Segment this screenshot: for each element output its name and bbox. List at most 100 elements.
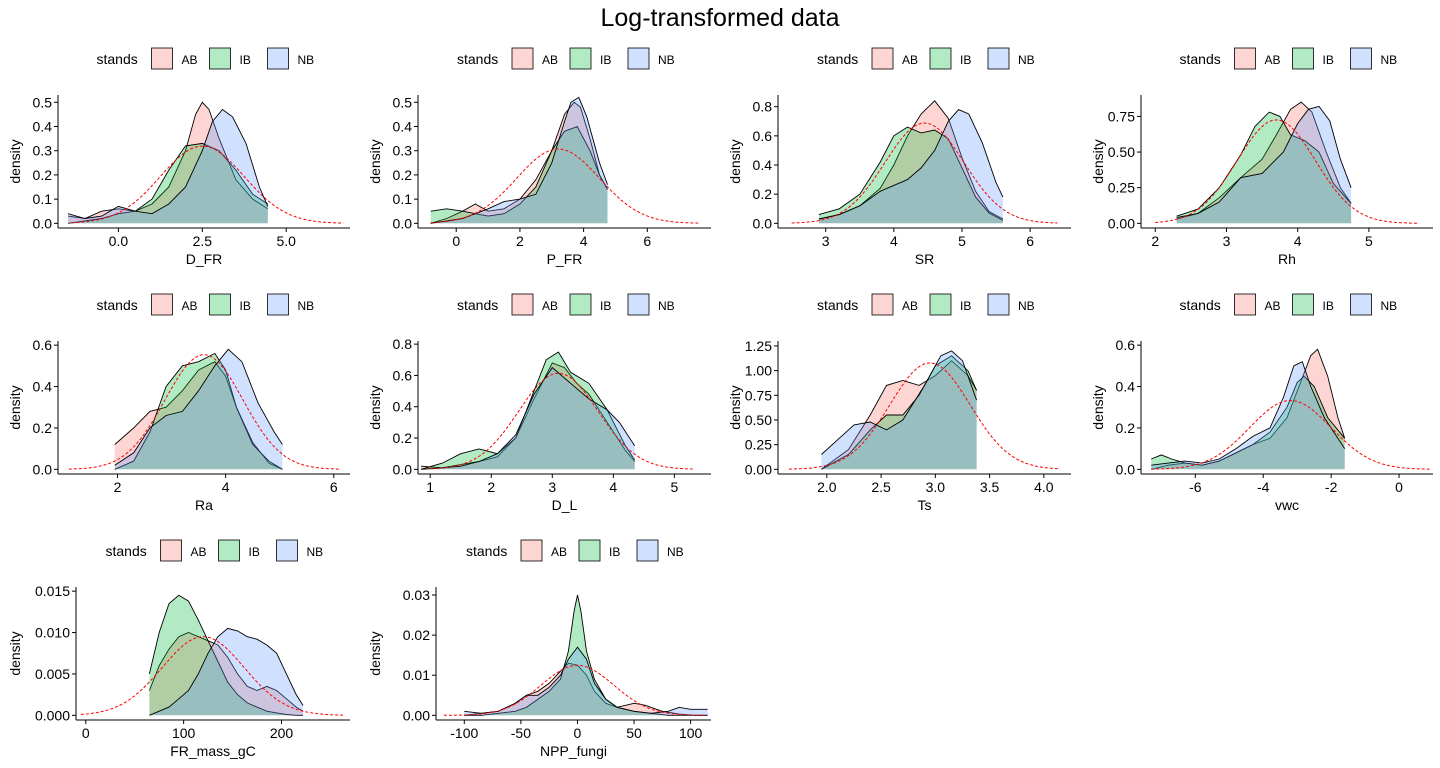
x-tick-label: 6: [1026, 233, 1034, 249]
density-panel-D_L: stands AB IB NB 1 2 3 4 5 0.0 0.2 0.4 0.6 0.8 D_L densi…: [367, 293, 711, 513]
x-tick-label: 100: [172, 725, 196, 741]
density-line-AB: [430, 101, 608, 224]
legend-swatch-AB: [511, 293, 534, 316]
x-tick-label: 3: [1223, 233, 1231, 249]
y-tick-label: 0.0: [33, 215, 53, 231]
x-tick-label: 5.0: [276, 233, 296, 249]
x-axis-title: Rh: [1278, 251, 1296, 267]
legend-title: stands: [817, 297, 858, 313]
y-tick-label: 0.50: [1108, 144, 1135, 160]
legend-label-NB: NB: [1381, 299, 1398, 313]
legend-label-IB: IB: [600, 299, 611, 313]
x-tick-label: 3.0: [926, 479, 946, 495]
y-axis-title: density: [7, 385, 23, 429]
legend-title: stands: [97, 51, 138, 67]
density-area-IB: [114, 353, 283, 470]
legend-title: stands: [106, 543, 147, 559]
y-tick-label: 0.0: [33, 461, 53, 477]
legend-label-IB: IB: [960, 53, 971, 67]
legend-title: stands: [1180, 51, 1221, 67]
density-area-IB: [68, 143, 268, 224]
legend-title: stands: [97, 297, 138, 313]
legend-swatch-NB: [267, 47, 289, 70]
x-tick-label: 4.0: [1034, 479, 1054, 495]
density-area-NB: [430, 97, 608, 224]
y-tick-label: 0.2: [1116, 420, 1136, 436]
legend-label-NB: NB: [1018, 299, 1035, 313]
legend-swatch-IB: [1292, 293, 1314, 316]
density-area-AB: [464, 663, 708, 716]
legend: stands AB IB NB: [106, 539, 323, 562]
legend-swatch-AB: [511, 47, 534, 70]
y-axis-title: density: [727, 139, 743, 183]
y-tick-label: 0.4: [393, 399, 413, 415]
x-tick-label: 3: [822, 233, 830, 249]
y-tick-label: 0.6: [1116, 337, 1136, 353]
legend-label-NB: NB: [658, 299, 675, 313]
normal-curve: [1155, 119, 1419, 224]
legend-swatch-NB: [627, 293, 650, 316]
x-tick-label: 2.5: [871, 479, 891, 495]
normal-curve: [443, 664, 708, 716]
y-tick-label: 0.1: [33, 191, 53, 207]
x-tick-label: 4: [580, 233, 588, 249]
normal-curve: [430, 372, 693, 470]
x-tick-label: 0: [82, 725, 90, 741]
legend-swatch-AB: [871, 293, 894, 316]
x-tick-label: 6: [643, 233, 651, 249]
density-area-IB: [818, 127, 1003, 224]
density-line-AB: [68, 101, 269, 219]
y-tick-label: 0.000: [35, 707, 70, 723]
x-tick-label: 2: [114, 479, 122, 495]
y-tick-label: 0.005: [35, 666, 70, 682]
legend: stands AB IB NB: [466, 539, 684, 562]
legend-swatch-IB: [218, 539, 240, 562]
density-area-IB: [821, 355, 977, 470]
y-tick-label: 0.2: [393, 167, 413, 183]
x-tick-label: 5: [958, 233, 966, 249]
legend-swatch-AB: [1234, 293, 1256, 316]
legend-swatch-IB: [578, 539, 601, 562]
legend-title: stands: [1180, 297, 1221, 313]
density-panel-Rh: stands AB IB NB 2 3 4 5 0.00 0.25 0.50 0.75 Rh densit…: [1090, 47, 1433, 267]
legend-title: stands: [457, 51, 498, 67]
x-tick-label: 0: [1395, 479, 1403, 495]
legend-swatch-NB: [987, 47, 1010, 70]
chart-title: Log-transformed data: [600, 4, 840, 32]
x-tick-label: 3: [548, 479, 556, 495]
density-line-IB: [430, 125, 608, 217]
y-tick-label: 0.00: [1108, 215, 1135, 231]
y-tick-label: 0.03: [403, 587, 430, 603]
y-tick-label: 0.6: [33, 337, 53, 353]
legend-swatch-NB: [627, 47, 650, 70]
x-tick-label: 200: [270, 725, 294, 741]
x-tick-label: 50: [626, 725, 642, 741]
legend-swatch-IB: [1292, 47, 1314, 70]
legend-label-NB: NB: [658, 53, 675, 67]
density-line-NB: [1151, 361, 1346, 466]
density-area-NB: [464, 647, 708, 716]
y-tick-label: 0.2: [393, 430, 413, 446]
y-tick-label: 0.5: [393, 94, 413, 110]
density-panel-Ts: stands AB IB NB 2.0 2.5 3.0 3.5 4.0 0.00 0.25 0.50 0…: [727, 293, 1071, 513]
y-tick-label: 0.02: [403, 627, 430, 643]
legend-swatch-NB: [276, 539, 298, 562]
density-line-NB: [464, 646, 708, 714]
density-panel-P_FR: stands AB IB NB 0 2 4 6 0.0 0.1 0.2 0.3 0.4 0.5 P_FR de…: [367, 47, 711, 267]
y-tick-label: 0.4: [393, 118, 413, 134]
density-area-AB: [818, 100, 1003, 224]
density-line-AB: [114, 361, 283, 470]
y-tick-label: 0.3: [393, 143, 413, 159]
y-tick-label: 0.0: [393, 215, 413, 231]
density-panel-NPP_fungi: stands AB IB NB -100 -50 0 50 100 0.00 0.01 0.02 0.0…: [367, 539, 711, 759]
y-tick-label: 0.25: [1108, 180, 1135, 196]
y-tick-label: 0.8: [393, 336, 413, 352]
y-axis-title: density: [727, 385, 743, 429]
x-tick-label: 2.0: [817, 479, 837, 495]
y-tick-label: 0.50: [745, 412, 772, 428]
y-axis-title: density: [7, 139, 23, 183]
legend-swatch-IB: [209, 293, 231, 316]
y-tick-label: 1.25: [745, 338, 772, 354]
density-area-IB: [464, 595, 708, 716]
